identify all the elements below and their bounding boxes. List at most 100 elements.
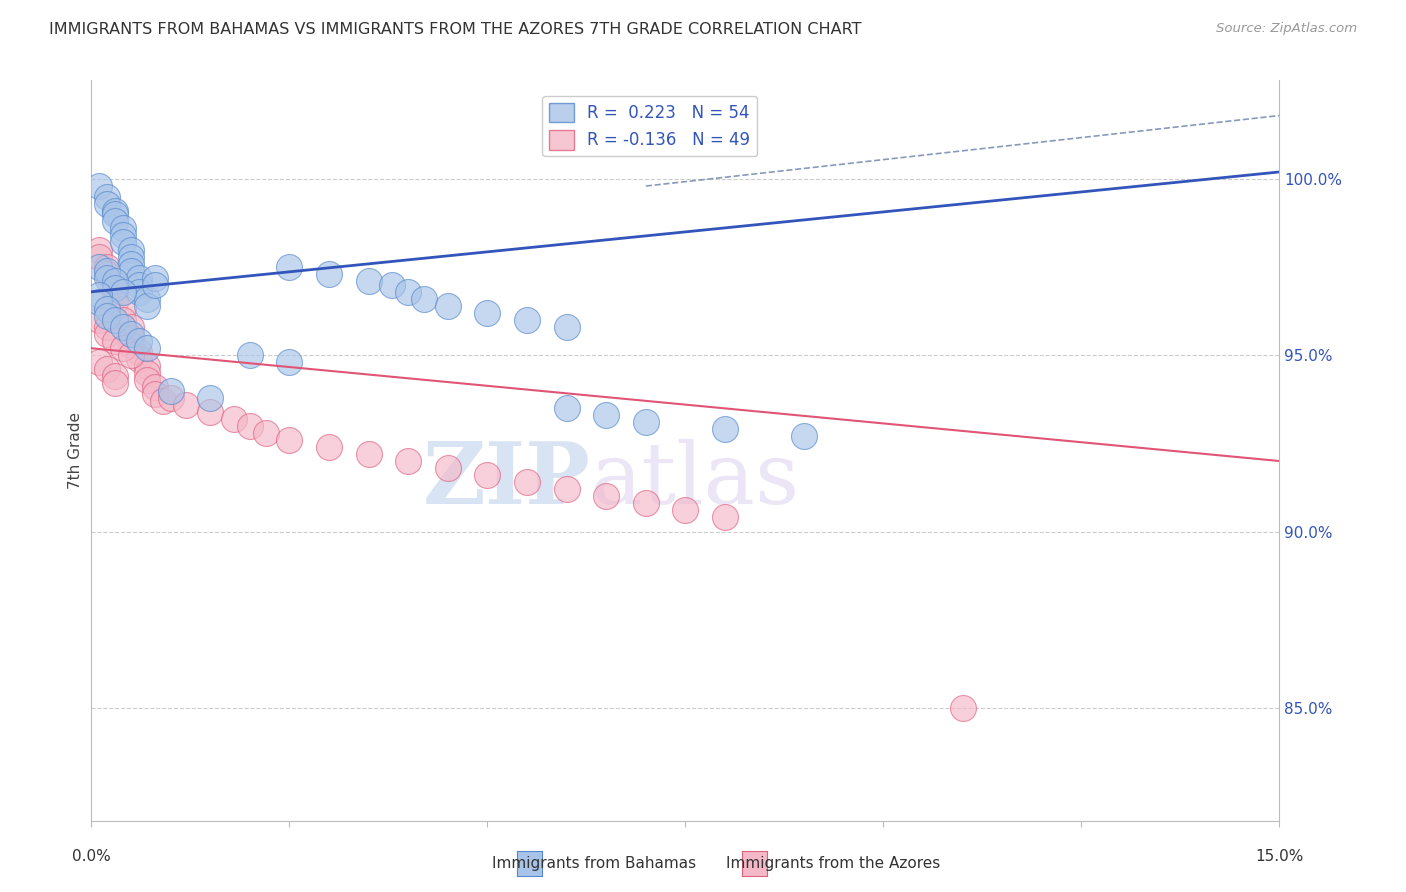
Point	[96, 310, 118, 324]
Point	[120, 337, 142, 351]
Point	[104, 295, 127, 310]
Text: Immigrants from Bahamas: Immigrants from Bahamas	[492, 856, 696, 871]
Point	[396, 285, 419, 299]
Point	[96, 362, 118, 376]
Point	[89, 179, 111, 194]
Point	[112, 235, 135, 250]
Legend: R =  0.223   N = 54, R = -0.136   N = 49: R = 0.223 N = 54, R = -0.136 N = 49	[543, 96, 756, 156]
Point	[239, 418, 262, 433]
Point	[143, 387, 166, 401]
Text: 0.0%: 0.0%	[72, 849, 111, 863]
Point	[112, 285, 135, 299]
Point	[112, 341, 135, 355]
Point	[318, 440, 340, 454]
Point	[952, 701, 974, 715]
Point	[714, 510, 737, 524]
Point	[318, 267, 340, 281]
Point	[104, 281, 127, 295]
Point	[135, 292, 157, 306]
Point	[104, 369, 127, 384]
Point	[477, 468, 499, 483]
Point	[104, 313, 127, 327]
Point	[120, 250, 142, 264]
Point	[128, 277, 150, 292]
Point	[396, 454, 419, 468]
Point	[96, 196, 118, 211]
Point	[96, 327, 118, 342]
Point	[128, 344, 150, 359]
Point	[200, 391, 222, 405]
Point	[516, 475, 538, 490]
Point	[96, 260, 118, 274]
Point	[200, 405, 222, 419]
Point	[89, 260, 111, 274]
Point	[104, 214, 127, 228]
Point	[595, 408, 617, 422]
Point	[96, 270, 118, 285]
Point	[159, 384, 181, 398]
Point	[120, 320, 142, 334]
Point	[112, 228, 135, 243]
Point	[96, 263, 118, 277]
Point	[89, 288, 111, 302]
Point	[239, 348, 262, 362]
Point	[278, 260, 301, 274]
Point	[104, 203, 127, 218]
Point	[120, 331, 142, 345]
Point	[96, 189, 118, 203]
Text: Immigrants from the Azores: Immigrants from the Azores	[725, 856, 941, 871]
Point	[128, 270, 150, 285]
Point	[135, 341, 157, 355]
Y-axis label: 7th Grade: 7th Grade	[67, 412, 83, 489]
Point	[516, 313, 538, 327]
Point	[222, 411, 245, 425]
Point	[128, 285, 150, 299]
Point	[120, 348, 142, 362]
Point	[120, 257, 142, 271]
Point	[120, 243, 142, 257]
Point	[143, 277, 166, 292]
Point	[96, 320, 118, 334]
Point	[112, 320, 135, 334]
Point	[357, 447, 380, 461]
Point	[793, 429, 815, 443]
Point	[96, 267, 118, 281]
Point	[89, 295, 111, 310]
Point	[128, 334, 150, 348]
Point	[96, 302, 118, 317]
Point	[436, 299, 458, 313]
Point	[89, 313, 111, 327]
Point	[634, 496, 657, 510]
Point	[104, 277, 127, 292]
Point	[112, 313, 135, 327]
Point	[278, 433, 301, 447]
Point	[595, 489, 617, 503]
Point	[135, 366, 157, 380]
Point	[89, 355, 111, 369]
Text: atlas: atlas	[591, 439, 800, 522]
Point	[254, 425, 277, 440]
Point	[104, 334, 127, 348]
Text: Source: ZipAtlas.com: Source: ZipAtlas.com	[1216, 22, 1357, 36]
Point	[673, 503, 696, 517]
Point	[104, 274, 127, 288]
Point	[143, 380, 166, 394]
Point	[555, 320, 578, 334]
Point	[714, 422, 737, 436]
Point	[120, 327, 142, 342]
Point	[152, 394, 174, 409]
Point	[278, 355, 301, 369]
Point	[143, 270, 166, 285]
Point	[104, 376, 127, 391]
Point	[555, 482, 578, 496]
Point	[135, 299, 157, 313]
Point	[120, 263, 142, 277]
Point	[357, 274, 380, 288]
Point	[89, 243, 111, 257]
Point	[104, 207, 127, 221]
Text: ZIP: ZIP	[423, 438, 591, 522]
Point	[135, 373, 157, 387]
Point	[89, 250, 111, 264]
Point	[436, 461, 458, 475]
Point	[112, 302, 135, 317]
